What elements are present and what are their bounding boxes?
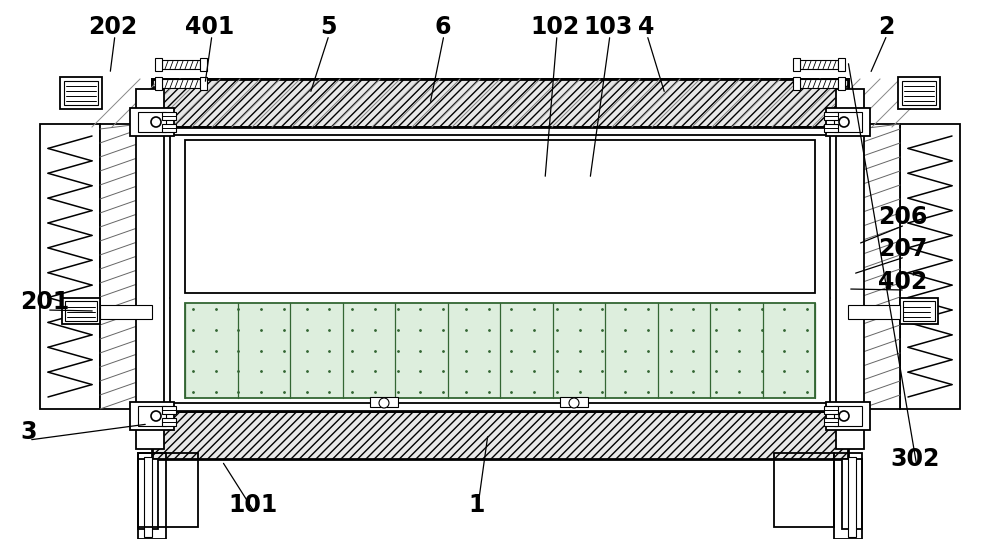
Bar — [152, 127, 848, 411]
Bar — [900, 124, 960, 409]
Text: 3: 3 — [20, 420, 36, 444]
Bar — [162, 124, 176, 132]
Text: 1: 1 — [468, 493, 484, 517]
Bar — [62, 298, 100, 324]
Bar — [138, 459, 158, 529]
Bar — [152, 79, 848, 127]
Text: 102: 102 — [530, 15, 579, 39]
Text: 4: 4 — [638, 15, 654, 39]
Bar — [162, 418, 176, 426]
Bar — [800, 60, 838, 69]
Bar — [162, 60, 200, 69]
Bar — [836, 89, 864, 449]
Bar — [65, 301, 97, 321]
Bar — [793, 58, 800, 71]
Circle shape — [839, 117, 849, 127]
Bar — [902, 81, 936, 105]
Bar — [138, 453, 166, 539]
Bar — [834, 406, 862, 426]
Bar — [162, 79, 200, 88]
Bar — [185, 140, 815, 293]
Bar — [130, 108, 174, 136]
Bar — [793, 77, 800, 90]
Bar — [185, 303, 815, 398]
Bar — [370, 397, 398, 407]
Text: 101: 101 — [228, 493, 277, 517]
Bar — [138, 112, 166, 132]
Bar — [40, 124, 100, 409]
Text: 207: 207 — [878, 237, 927, 261]
Bar — [60, 77, 102, 109]
Text: 5: 5 — [320, 15, 336, 39]
Text: 6: 6 — [435, 15, 452, 39]
Bar — [826, 108, 870, 136]
Circle shape — [151, 117, 161, 127]
Circle shape — [569, 398, 579, 408]
Bar — [100, 305, 152, 319]
Circle shape — [151, 411, 161, 421]
Bar — [170, 135, 830, 403]
Text: 201: 201 — [20, 290, 69, 314]
Bar — [155, 77, 162, 90]
Bar — [152, 79, 848, 127]
Bar — [162, 112, 176, 120]
Bar — [900, 298, 938, 324]
Bar — [824, 406, 838, 414]
Bar — [64, 81, 98, 105]
Bar — [560, 397, 588, 407]
Bar — [834, 453, 862, 539]
Bar — [824, 112, 838, 120]
Bar — [136, 89, 164, 449]
Bar — [842, 459, 862, 529]
Circle shape — [379, 398, 389, 408]
Bar — [200, 58, 207, 71]
Bar — [860, 124, 900, 409]
Bar — [838, 58, 845, 71]
Bar — [800, 79, 838, 88]
Bar — [100, 124, 140, 409]
Bar — [826, 402, 870, 430]
Bar — [903, 301, 935, 321]
Bar — [848, 305, 900, 319]
Text: 206: 206 — [878, 205, 927, 229]
Bar — [898, 77, 940, 109]
Bar — [138, 453, 198, 527]
Text: 401: 401 — [185, 15, 234, 39]
Bar — [162, 406, 176, 414]
Bar — [152, 411, 848, 459]
Bar — [824, 418, 838, 426]
Bar — [200, 77, 207, 90]
Text: 302: 302 — [890, 447, 939, 471]
Circle shape — [839, 411, 849, 421]
Bar — [848, 457, 856, 537]
Text: 103: 103 — [583, 15, 632, 39]
Text: 2: 2 — [878, 15, 894, 39]
Bar — [155, 58, 162, 71]
Bar — [144, 457, 152, 537]
Text: 202: 202 — [88, 15, 137, 39]
Bar — [824, 124, 838, 132]
Bar — [130, 402, 174, 430]
Text: 402: 402 — [878, 270, 927, 294]
Bar — [838, 77, 845, 90]
Bar — [138, 406, 166, 426]
Bar — [834, 112, 862, 132]
Bar — [774, 453, 834, 527]
